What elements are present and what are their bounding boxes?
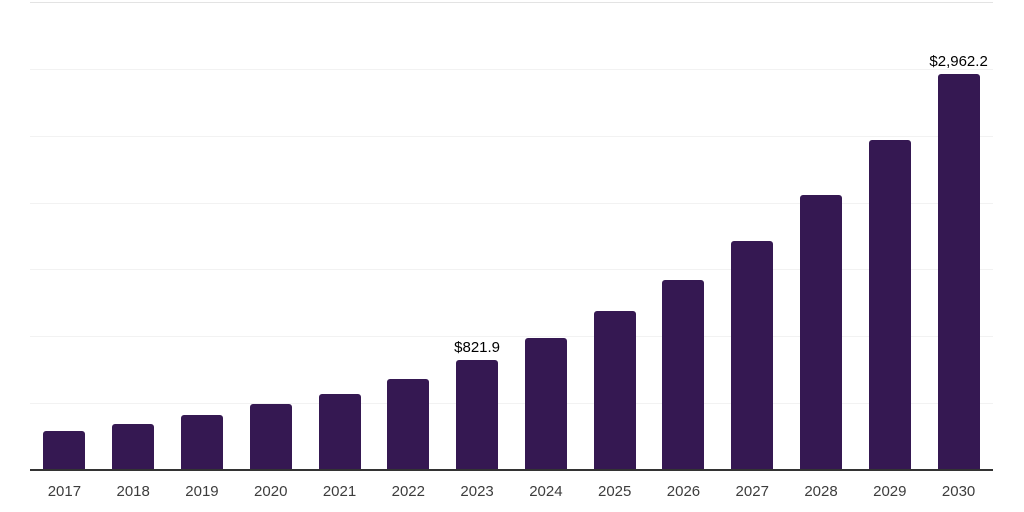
gridline-2000	[30, 203, 993, 204]
bar-2017	[43, 431, 86, 470]
xtick-2023: 2023	[460, 483, 494, 500]
gridline-500	[30, 403, 993, 404]
xtick-2027: 2027	[735, 483, 769, 500]
xtick-2030: 2030	[941, 483, 976, 500]
bar-2020	[249, 404, 292, 470]
xtick-2026: 2026	[666, 483, 701, 500]
gridline-1000	[30, 336, 993, 337]
xtick-2029: 2029	[873, 483, 907, 500]
xtick-2022: 2022	[391, 483, 425, 500]
xtick-2018: 2018	[116, 483, 150, 500]
bar-2025	[593, 311, 636, 470]
gridline-3500	[30, 2, 993, 3]
xtick-2025: 2025	[597, 483, 632, 500]
bar-2019	[180, 414, 223, 470]
bar-2024	[524, 338, 567, 470]
bar-2026	[662, 279, 705, 470]
bar-2029	[868, 140, 911, 470]
bar-2027	[731, 241, 774, 470]
bar-2018	[112, 423, 155, 470]
data-label-2023: $821.9	[454, 339, 501, 357]
data-label-2030: $2,962.2	[929, 52, 988, 70]
gridline-1500	[30, 269, 993, 270]
bar-2028	[800, 195, 843, 470]
bar-2022	[387, 378, 430, 470]
xtick-2028: 2028	[804, 483, 838, 500]
xtick-2024: 2024	[529, 483, 563, 500]
gridline-2500	[30, 136, 993, 137]
xtick-2017: 2017	[47, 483, 82, 500]
bar-2030	[937, 73, 980, 470]
gridline-3000	[30, 69, 993, 70]
bar-2023	[456, 360, 499, 470]
xtick-2020: 2020	[254, 483, 288, 500]
bar-2021	[318, 393, 361, 470]
x-axis-line	[30, 469, 993, 471]
xtick-2021: 2021	[322, 483, 357, 500]
xtick-2019: 2019	[185, 483, 219, 500]
